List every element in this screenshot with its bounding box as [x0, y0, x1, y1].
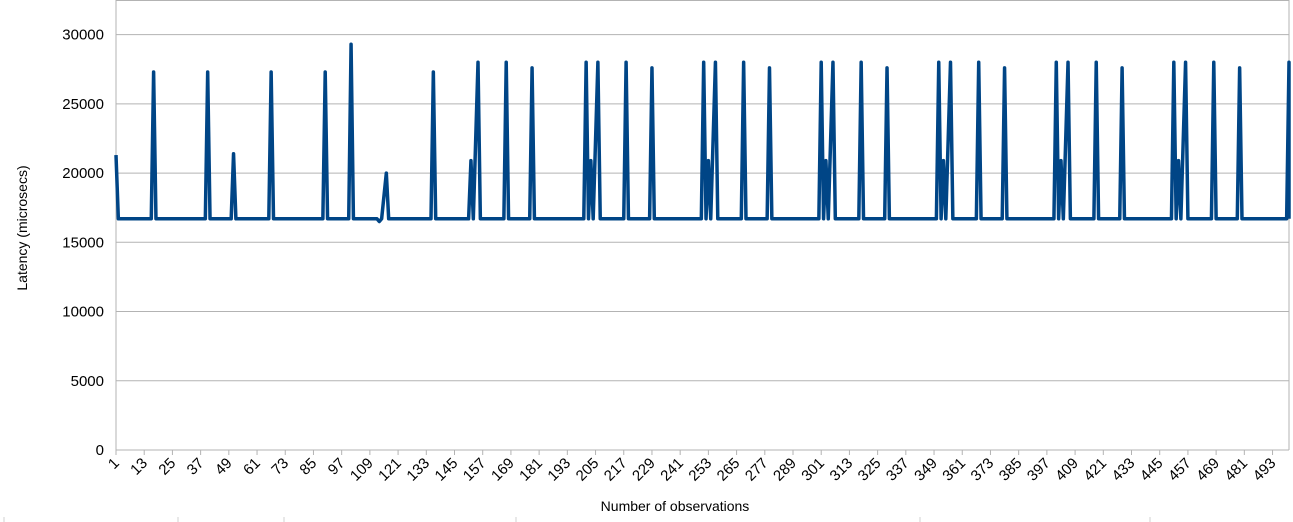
- x-tick-label: 145: [432, 455, 462, 485]
- footer-tick-marks: [3, 517, 1151, 522]
- x-tick-label: 373: [968, 455, 998, 485]
- y-tick-label: 25000: [62, 96, 104, 113]
- x-tick-label: 289: [770, 455, 800, 485]
- x-tick-label: 217: [601, 455, 631, 485]
- x-tick-label: 109: [347, 455, 377, 485]
- x-tick-label: 361: [939, 455, 969, 485]
- x-tick-label: 49: [212, 455, 236, 479]
- x-tick-label: 397: [1024, 455, 1054, 485]
- y-tick-label: 15000: [62, 234, 104, 251]
- x-tick-label: 25: [155, 455, 179, 479]
- x-tick-label: 445: [1137, 455, 1167, 485]
- x-tick-label: 457: [1165, 455, 1195, 485]
- x-tick-label: 73: [268, 455, 292, 479]
- x-tick-label: 313: [827, 455, 857, 485]
- latency-series-line: [114, 42, 1291, 224]
- x-tick-label: 277: [742, 455, 772, 485]
- x-axis-title: Number of observations: [601, 498, 750, 514]
- x-tick-label: 1: [105, 455, 123, 473]
- y-axis-tick-labels: 0 5000 10000 15000 20000 25000 30000: [62, 27, 104, 459]
- y-tick-label: 0: [96, 442, 104, 459]
- x-tick-label: 181: [516, 455, 546, 485]
- x-tick-label: 85: [296, 455, 320, 479]
- y-tick-label: 5000: [71, 373, 104, 390]
- x-tick-label: 409: [1052, 455, 1082, 485]
- x-tick-label: 265: [714, 455, 744, 485]
- x-tick-label: 13: [127, 455, 151, 479]
- y-tick-label: 10000: [62, 304, 104, 321]
- x-tick-label: 433: [1109, 455, 1139, 485]
- x-tick-label: 97: [325, 455, 349, 479]
- x-axis-tick-labels: 1 13 25 37 49 61 73 85 9710912113314515716918119…: [105, 450, 1279, 485]
- x-tick-label: 493: [1250, 455, 1280, 485]
- x-tick-label: 169: [488, 455, 518, 485]
- x-tick-label: 337: [883, 455, 913, 485]
- x-tick-label: 157: [460, 455, 490, 485]
- x-tick-label: 385: [996, 455, 1026, 485]
- x-tick-label: 469: [1193, 455, 1223, 485]
- x-tick-label: 205: [573, 455, 603, 485]
- x-tick-label: 121: [375, 455, 405, 485]
- x-tick-label: 37: [184, 455, 208, 479]
- x-tick-label: 301: [798, 455, 828, 485]
- x-tick-label: 325: [855, 455, 885, 485]
- y-tick-label: 20000: [62, 165, 104, 182]
- y-axis-title: Latency (microsecs): [14, 165, 30, 290]
- x-tick-label: 133: [403, 455, 433, 485]
- x-tick-label: 193: [544, 455, 574, 485]
- x-tick-label: 421: [1080, 455, 1110, 485]
- x-tick-label: 253: [685, 455, 715, 485]
- x-tick-label: 229: [629, 455, 659, 485]
- y-tick-label: 30000: [62, 27, 104, 44]
- x-tick-label: 61: [240, 455, 264, 479]
- x-tick-label: 349: [911, 455, 941, 485]
- x-tick-label: 241: [657, 455, 687, 485]
- x-tick-label: 481: [1221, 455, 1251, 485]
